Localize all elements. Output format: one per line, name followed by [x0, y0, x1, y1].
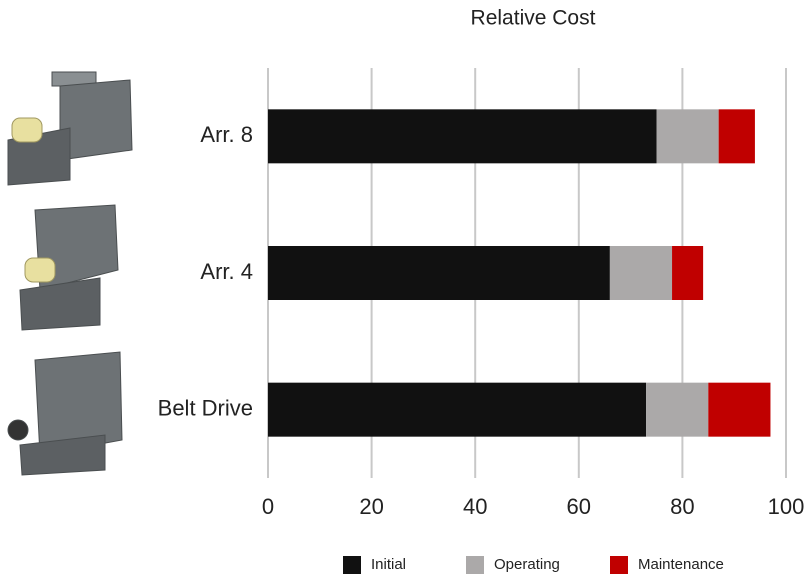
legend-label: Operating	[494, 556, 560, 573]
bar-segment	[268, 246, 610, 300]
fan-arr4	[19, 204, 119, 331]
fan-icons	[7, 71, 133, 476]
legend-swatch	[343, 556, 361, 574]
x-tick-label: 100	[768, 494, 805, 519]
bar-segment	[708, 382, 771, 437]
legend-label: Initial	[371, 556, 406, 573]
bar-segment	[609, 246, 673, 300]
legend-label: Maintenance	[638, 556, 724, 573]
chart-title: Relative Cost	[471, 7, 596, 30]
y-tick-label: Arr. 8	[200, 122, 253, 147]
y-tick-label: Arr. 4	[200, 259, 253, 284]
fan-arr8	[7, 71, 133, 186]
x-tick-label: 20	[359, 494, 383, 519]
x-tick-label: 40	[463, 494, 487, 519]
legend-swatch	[610, 556, 628, 574]
bar-segment	[646, 382, 709, 437]
fan-belt	[7, 351, 123, 476]
bar-segment	[718, 109, 755, 164]
bar-segment	[672, 246, 704, 300]
bar-segment	[268, 382, 647, 437]
x-tick-label: 80	[670, 494, 694, 519]
bar-segment	[656, 109, 719, 164]
bar-segment	[268, 109, 657, 164]
legend-swatch	[466, 556, 484, 574]
x-tick-label: 60	[567, 494, 591, 519]
y-tick-label: Belt Drive	[158, 395, 253, 420]
x-tick-label: 0	[262, 494, 274, 519]
